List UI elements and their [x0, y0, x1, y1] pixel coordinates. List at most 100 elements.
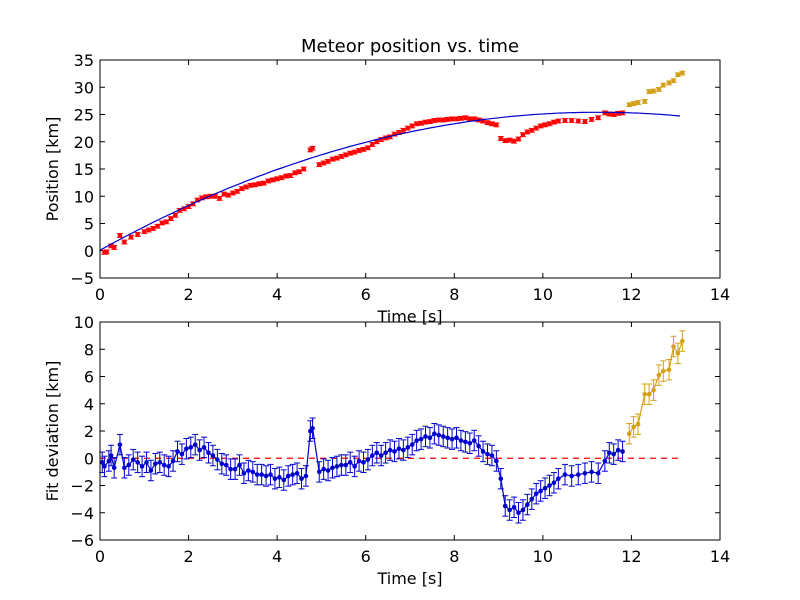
deviation-x-tick-label: 12	[621, 547, 641, 566]
data-point	[404, 125, 411, 131]
data-point	[225, 192, 232, 198]
data-point	[111, 457, 118, 479]
data-point	[156, 451, 163, 474]
position-x-axis-label: Time [s]	[376, 307, 442, 326]
data-point	[364, 448, 371, 471]
deviation-y-tick-label: 0	[84, 449, 94, 468]
data-point	[610, 443, 617, 465]
data-point	[471, 429, 478, 452]
data-point	[360, 451, 367, 474]
data-point	[426, 427, 433, 449]
data-point	[595, 115, 602, 121]
position-chart-title: Meteor position vs. time	[301, 36, 519, 57]
data-point	[440, 117, 447, 123]
data-point	[524, 129, 531, 135]
data-point	[502, 138, 509, 144]
data-point	[276, 466, 283, 489]
data-point	[325, 158, 332, 164]
data-point	[615, 439, 622, 461]
data-point	[646, 89, 653, 95]
data-point	[670, 78, 677, 84]
data-point	[252, 182, 258, 188]
data-point	[630, 101, 637, 107]
data-point	[325, 459, 332, 482]
position-x-tick-label: 0	[95, 285, 105, 304]
data-point	[515, 136, 522, 142]
data-point	[101, 455, 108, 478]
data-point	[258, 463, 265, 486]
data-point	[373, 442, 380, 464]
data-point	[269, 177, 276, 183]
deviation-x-tick-label: 2	[183, 547, 193, 566]
data-point	[216, 196, 223, 201]
deviation-y-tick-label: 2	[84, 422, 94, 441]
deviation-x-axis-label: Time [s]	[376, 569, 442, 588]
data-point	[170, 450, 177, 472]
data-point	[364, 145, 371, 151]
data-point	[606, 442, 613, 464]
data-point	[382, 442, 389, 464]
position-x-tick-label: 14	[710, 285, 730, 304]
data-point	[630, 416, 637, 438]
data-point	[320, 160, 327, 166]
data-point	[360, 146, 367, 152]
data-point	[161, 454, 168, 476]
position-y-tick-label: −5	[70, 269, 94, 288]
data-point	[351, 455, 358, 478]
data-point	[679, 70, 686, 76]
data-point	[515, 502, 522, 524]
position-y-tick-label: 5	[84, 215, 94, 234]
data-point	[413, 121, 420, 127]
data-point	[329, 156, 336, 162]
data-point	[201, 436, 208, 459]
data-point	[178, 443, 185, 465]
data-point	[103, 249, 110, 255]
data-point	[298, 467, 305, 490]
data-point	[462, 431, 469, 453]
data-point	[316, 162, 323, 168]
deviation-line	[628, 340, 683, 435]
data-point	[524, 493, 531, 516]
data-point	[480, 440, 487, 463]
data-point	[484, 120, 491, 126]
position-y-tick-label: 30	[74, 78, 94, 97]
data-point	[533, 482, 540, 505]
data-point	[537, 480, 544, 502]
data-point	[588, 461, 595, 483]
data-point	[404, 436, 411, 459]
data-point	[646, 383, 653, 405]
data-point	[497, 467, 504, 490]
data-point	[413, 429, 420, 452]
data-point	[641, 99, 648, 104]
data-point	[309, 417, 316, 439]
deviation-x-tick-label: 0	[95, 547, 105, 566]
data-point	[141, 229, 148, 235]
position-x-tick-label: 12	[621, 285, 641, 304]
data-point	[351, 149, 358, 155]
position-y-axis-label: Position [km]	[43, 117, 62, 222]
data-point	[238, 186, 245, 192]
data-point	[280, 469, 287, 491]
data-point	[256, 181, 263, 187]
data-point	[575, 463, 582, 486]
data-point	[418, 120, 425, 126]
data-point	[493, 122, 500, 128]
data-point	[342, 454, 349, 476]
data-point	[650, 379, 657, 401]
data-point	[167, 216, 174, 222]
deviation-y-tick-label: 4	[84, 395, 94, 414]
data-point	[267, 463, 274, 486]
deviation-y-tick-label: 8	[84, 340, 94, 359]
data-point	[143, 451, 150, 474]
data-point	[387, 439, 394, 461]
position-plot-frame	[99, 59, 721, 279]
data-point	[395, 437, 402, 460]
data-point	[568, 465, 575, 487]
data-point	[666, 358, 673, 381]
data-point	[409, 123, 416, 129]
data-point	[265, 178, 272, 184]
data-point	[152, 452, 159, 475]
data-point	[444, 116, 451, 122]
data-point	[550, 119, 557, 125]
data-point	[116, 233, 123, 238]
